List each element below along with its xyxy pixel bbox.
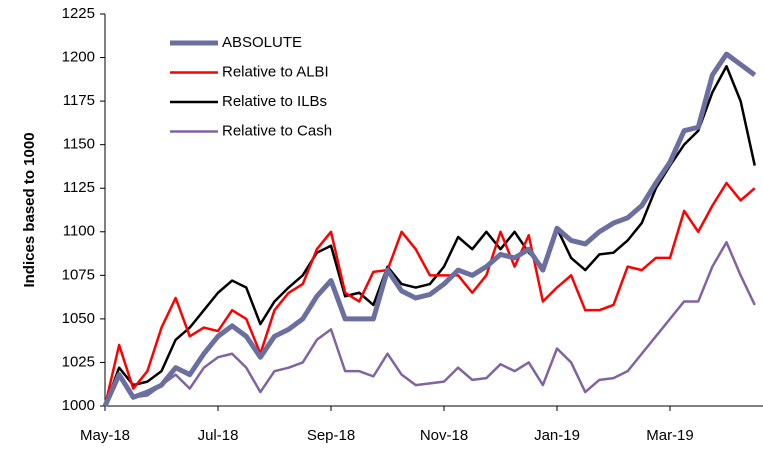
y-tick-label: 1075 bbox=[62, 266, 95, 283]
x-tick-label: Jul-18 bbox=[198, 427, 239, 444]
y-axis-label: Indices based to 1000 bbox=[21, 132, 38, 287]
legend-label: Relative to ALBI bbox=[222, 63, 329, 80]
y-tick-label: 1200 bbox=[62, 49, 95, 66]
series-line bbox=[103, 240, 756, 407]
y-tick-label: 1050 bbox=[62, 310, 95, 327]
y-tick-label: 1175 bbox=[63, 92, 95, 109]
x-tick-label: Jan-19 bbox=[534, 427, 580, 444]
x-tick-label: Nov-18 bbox=[420, 427, 468, 444]
legend-label: ABSOLUTE bbox=[222, 34, 302, 51]
y-tick-label: 1000 bbox=[62, 397, 95, 414]
y-tick-label: 1125 bbox=[63, 179, 95, 196]
x-tick-label: Sep-18 bbox=[307, 427, 355, 444]
x-tick-label: Mar-19 bbox=[646, 427, 694, 444]
legend-label: Relative to ILBs bbox=[222, 93, 327, 110]
series-line bbox=[103, 181, 756, 407]
y-tick-label: 1225 bbox=[62, 5, 95, 22]
x-tick-label: May-18 bbox=[80, 427, 130, 444]
y-tick-label: 1150 bbox=[63, 136, 95, 153]
y-tick-label: 1025 bbox=[62, 353, 95, 370]
series-line bbox=[103, 65, 756, 407]
series-line bbox=[102, 51, 757, 408]
y-tick-label: 1100 bbox=[63, 223, 95, 240]
legend-label: Relative to Cash bbox=[222, 122, 332, 139]
